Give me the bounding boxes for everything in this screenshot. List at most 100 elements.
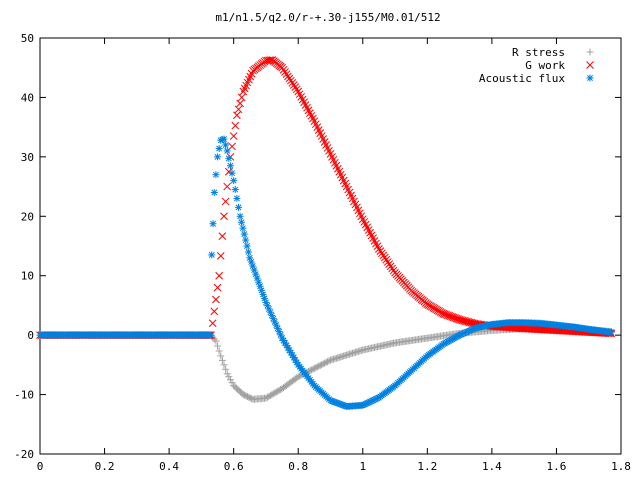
y-tick-label: 20 (21, 210, 34, 223)
x-tick-label: 1.8 (611, 460, 631, 473)
data-point (223, 182, 232, 191)
data-point (220, 212, 228, 221)
data-point (466, 318, 474, 327)
data-point (214, 153, 222, 161)
data-point (212, 337, 220, 345)
data-point (215, 347, 223, 355)
y-tick-label: 40 (21, 91, 34, 104)
data-point (234, 105, 243, 114)
data-point (223, 370, 231, 378)
data-point (222, 141, 230, 149)
data-point (309, 365, 317, 373)
data-point (296, 372, 304, 380)
data-point (239, 224, 247, 232)
data-point (215, 145, 223, 153)
data-point (457, 316, 465, 324)
data-point (304, 367, 312, 375)
data-point (324, 358, 332, 366)
x-tick-label: 1.4 (482, 460, 502, 473)
y-tick-label: -20 (14, 448, 34, 461)
data-point (212, 295, 220, 304)
data-point (242, 236, 250, 244)
data-point (207, 331, 215, 339)
data-point (236, 99, 244, 108)
x-tick-label: 1.6 (547, 460, 567, 473)
legend-marker (586, 61, 594, 69)
y-tick-label: -10 (14, 389, 34, 402)
data-point (212, 171, 220, 179)
data-point (310, 364, 318, 372)
x-tick-label: 1 (359, 460, 366, 473)
data-point (226, 376, 234, 384)
data-point (240, 230, 248, 238)
data-point (322, 358, 330, 366)
y-tick-label: 0 (27, 329, 34, 342)
plot-area (36, 56, 616, 410)
data-point (238, 218, 246, 226)
data-point (454, 315, 462, 324)
data-point (464, 318, 473, 326)
data-point (607, 328, 615, 336)
y-tick-label: 10 (21, 270, 34, 283)
data-point (319, 360, 327, 368)
data-point (218, 232, 227, 240)
data-point (265, 392, 273, 400)
data-point (222, 365, 230, 373)
x-tick-label: 0.4 (159, 460, 179, 473)
data-point (213, 283, 222, 292)
data-point (230, 177, 238, 185)
data-point (228, 169, 236, 177)
data-point (243, 242, 251, 250)
data-point (266, 392, 274, 400)
data-point (274, 387, 282, 395)
data-point (455, 315, 464, 324)
data-point (228, 379, 236, 387)
data-point (256, 282, 264, 290)
data-point (263, 393, 271, 401)
y-axis: -20 -10 0 10 20 30 40 50 (14, 32, 621, 461)
data-point (262, 394, 270, 402)
y-tick-label: 50 (21, 32, 34, 45)
data-point (280, 337, 288, 345)
data-point (461, 317, 470, 326)
data-point (321, 359, 329, 367)
series-g-work (36, 56, 616, 339)
data-point (266, 56, 275, 64)
data-point (223, 147, 231, 155)
data-point (268, 391, 276, 399)
data-point (233, 194, 241, 202)
data-point (233, 111, 241, 120)
data-point (215, 271, 223, 280)
data-point (318, 361, 326, 369)
chart-title: m1/n1.5/q2.0/r-+.30-j155/M0.01/512 (215, 11, 440, 24)
data-point (220, 135, 228, 143)
data-point (226, 162, 234, 170)
data-point (271, 389, 279, 397)
legend-label: Acoustic flux (479, 72, 565, 85)
data-point (316, 361, 324, 369)
legend-label: G work (525, 59, 565, 72)
data-point (236, 212, 244, 220)
data-point (220, 361, 228, 369)
data-point (235, 203, 243, 211)
data-point (315, 362, 323, 370)
data-point (272, 388, 280, 396)
data-point (218, 356, 226, 364)
data-point (269, 390, 277, 398)
data-point (313, 363, 321, 371)
data-point (209, 220, 217, 228)
data-point (458, 316, 467, 325)
data-point (210, 189, 218, 197)
plot-frame (39, 37, 622, 455)
data-point (231, 186, 239, 194)
x-tick-label: 0.2 (95, 460, 115, 473)
x-tick-label: 0.8 (288, 460, 308, 473)
data-point (307, 366, 315, 374)
data-point (467, 318, 476, 327)
data-point (275, 386, 283, 394)
data-point (463, 317, 471, 326)
y-tick-label: 30 (21, 151, 34, 164)
legend-marker (586, 48, 594, 56)
